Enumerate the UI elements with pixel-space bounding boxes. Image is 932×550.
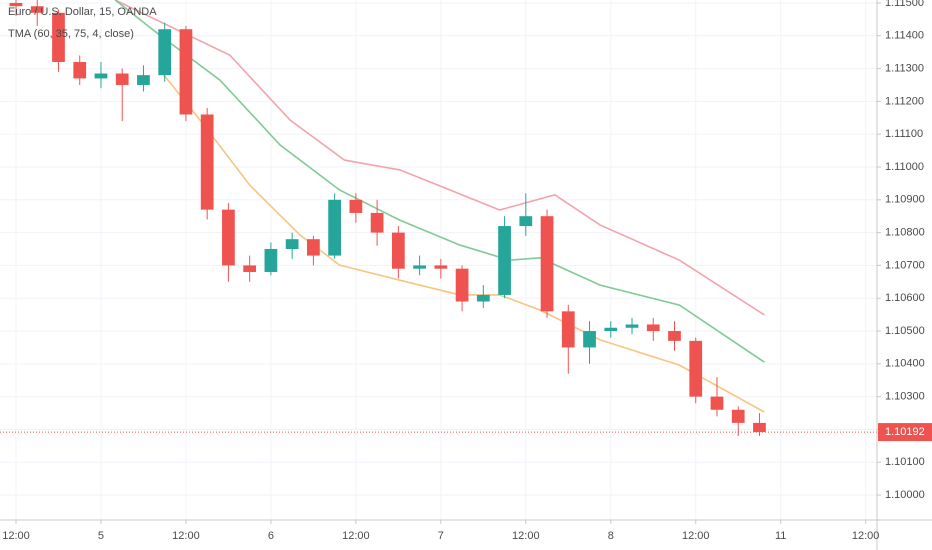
x-tick-label: 11 (775, 530, 786, 542)
candle-body (668, 331, 681, 341)
indicator-label: TMA (60, 35, 75, 4, close) (8, 28, 134, 40)
chart-title: Euro / U.S. Dollar, 15, OANDA (8, 6, 157, 18)
plot (0, 0, 877, 437)
candle-body (137, 75, 150, 85)
candle-body (434, 265, 448, 269)
candle-body (710, 396, 724, 410)
candle-body (455, 268, 469, 302)
candle-body (52, 12, 65, 63)
candle-body (115, 73, 129, 85)
moving-average-line (114, 0, 765, 363)
y-tick-label: 1.11300 (885, 62, 924, 74)
x-tick-label: 12:00 (512, 530, 540, 542)
candle-body (307, 239, 320, 256)
candle-body (264, 249, 278, 272)
candle-body (94, 73, 108, 79)
candle-body (9, 2, 23, 7)
candle-body (753, 422, 766, 433)
candle-body (243, 265, 257, 272)
candle-body (391, 232, 405, 269)
y-tick-label: 1.10900 (885, 194, 925, 206)
candle-body (540, 216, 554, 312)
candle-body (625, 324, 639, 328)
last-price-label: 1.10192 (885, 426, 925, 438)
y-tick-label: 1.10400 (885, 358, 925, 370)
candle-body (413, 265, 426, 269)
candle-body (73, 62, 87, 79)
candle-body (285, 239, 299, 250)
candle-body (158, 29, 172, 76)
x-tick-label: 12:00 (172, 530, 200, 542)
candle-body (370, 212, 384, 233)
y-tick-label: 1.11500 (885, 0, 924, 9)
x-tick-label: 7 (438, 530, 444, 542)
candle-body (179, 29, 193, 115)
candle-body (349, 199, 363, 213)
y-tick-label: 1.11200 (885, 95, 924, 107)
candle-body (689, 340, 703, 397)
candle-body (476, 294, 490, 302)
candle-body (30, 6, 44, 13)
candle-body (328, 199, 342, 256)
candle-body (519, 216, 533, 227)
y-tick-label: 1.10700 (885, 259, 925, 271)
candle-body (200, 114, 214, 210)
x-tick-label: 12:00 (682, 530, 710, 542)
x-tick-label: 12:00 (852, 530, 880, 542)
x-tick-label: 6 (268, 530, 274, 542)
y-tick-label: 1.10000 (885, 489, 925, 501)
y-tick-label: 1.11000 (885, 161, 924, 173)
x-tick-label: 8 (608, 530, 614, 542)
y-tick-label: 1.10300 (885, 391, 925, 403)
candle-body (731, 409, 745, 423)
candle-body (498, 226, 511, 295)
x-tick-label: 12:00 (2, 530, 30, 542)
y-tick-label: 1.10100 (885, 456, 925, 468)
y-tick-label: 1.10800 (885, 227, 925, 239)
moving-average-line (114, 0, 765, 316)
x-tick-label: 5 (98, 530, 104, 542)
candle-body (604, 327, 618, 332)
candle-body (583, 331, 596, 348)
last-price-badge (878, 423, 932, 442)
y-tick-label: 1.10500 (885, 325, 925, 337)
y-tick-label: 1.10600 (885, 292, 925, 304)
y-tick-label: 1.11100 (885, 128, 923, 140)
candle-body (561, 311, 575, 348)
moving-average-line (159, 69, 765, 413)
candle-body (646, 324, 660, 332)
y-tick-label: 1.11400 (885, 30, 924, 42)
candle-body (222, 209, 235, 266)
x-tick-label: 12:00 (342, 530, 370, 542)
